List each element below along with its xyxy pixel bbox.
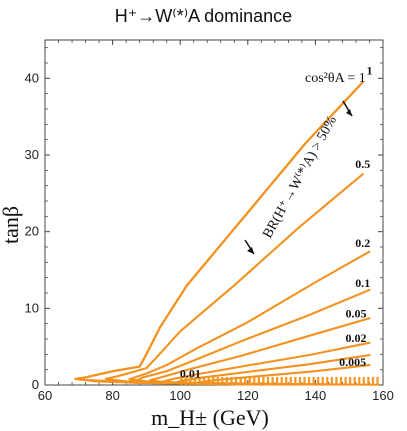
series-label-0-2: 0.2 — [355, 236, 370, 250]
dense-bottom-fill-118-90 — [244, 376, 247, 385]
y-tick-label-30: 30 — [25, 147, 39, 162]
dense-bottom-fill-128-35 — [276, 376, 279, 385]
dense-bottom-fill-100-00 — [180, 376, 183, 385]
dense-bottom-fill-104-05 — [193, 376, 197, 385]
dense-bottom-fill-149-95 — [349, 376, 352, 385]
dense-bottom-fill-148-60 — [344, 376, 347, 385]
x-tick-label-160: 160 — [372, 388, 394, 403]
x-tick-label-140: 140 — [305, 388, 327, 403]
dense-bottom-fill-135-10 — [298, 376, 302, 385]
dense-bottom-fill-136-45 — [303, 376, 306, 385]
series-label-1: 1 — [366, 64, 372, 78]
dense-bottom-fill-113-50 — [225, 376, 229, 385]
x-tick-label-100: 100 — [169, 388, 191, 403]
curves-group — [74, 81, 380, 386]
dense-bottom-fill-124-30 — [262, 376, 265, 385]
dense-bottom-fill-151-30 — [353, 376, 356, 385]
dense-bottom-fill-114-85 — [230, 376, 233, 385]
dense-bottom-fill-109-45 — [212, 376, 215, 385]
dense-bottom-fill-147-25 — [339, 376, 343, 385]
dense-bottom-fill-156-70 — [371, 376, 375, 385]
y-tick-label-20: 20 — [25, 224, 39, 239]
dense-bottom-fill-129-70 — [280, 376, 283, 385]
x-axis-label: m_H± (GeV) — [151, 405, 269, 430]
y-tick-label-10: 10 — [25, 300, 39, 315]
dense-bottom-fill-131-05 — [285, 376, 288, 385]
dense-bottom-fill-108-10 — [207, 376, 210, 385]
dense-bottom-fill-117-55 — [239, 376, 242, 385]
dense-bottom-fill-112-15 — [221, 376, 224, 385]
dense-bottom-fill-102-70 — [189, 376, 192, 385]
series-label-0-02: 0.02 — [345, 331, 366, 345]
series-label-0-01: 0.01 — [180, 366, 201, 380]
dense-bottom-fill-152-65 — [358, 376, 361, 385]
axes-group: 60 80 100 120 140 160 0 10 20 30 40 — [25, 40, 394, 403]
annotation-arrow-1 — [342, 100, 353, 117]
dense-bottom-fill-144-55 — [330, 376, 333, 385]
dense-bottom-fill-145-90 — [335, 376, 338, 385]
dense-bottom-fill-120-25 — [248, 376, 251, 385]
x-tick-label-60: 60 — [38, 388, 52, 403]
legend-note: cos²θA = 1 — [305, 71, 366, 86]
dense-bottom-fill-140-50 — [317, 376, 320, 385]
dense-bottom-fill-133-75 — [294, 376, 297, 385]
dense-bottom-fill-125-65 — [266, 376, 270, 385]
y-tick-label-40: 40 — [25, 70, 39, 85]
dense-bottom-fill-132-40 — [289, 376, 292, 385]
dense-bottom-fill-141-85 — [321, 376, 324, 385]
dense-bottom-fill-121-60 — [253, 376, 256, 385]
chart-title: H⁺→W⁽*⁾A dominance — [115, 6, 292, 26]
dense-bottom-fill-116-20 — [234, 376, 238, 385]
annotation-arrow-2 — [244, 239, 255, 255]
dense-bottom-fill-137-80 — [307, 376, 311, 385]
dense-bottom-fill-101-35 — [184, 376, 187, 385]
dense-bottom-fill-139-15 — [312, 376, 315, 385]
dense-bottom-fill-155-35 — [367, 376, 370, 385]
series-label-0-05: 0.05 — [345, 307, 366, 321]
x-tick-label-80: 80 — [105, 388, 119, 403]
y-axis-label: tanβ — [0, 206, 23, 244]
series-label-0-5: 0.5 — [355, 157, 370, 171]
dense-bottom-fill-105-40 — [198, 376, 201, 385]
x-tick-label-120: 120 — [237, 388, 259, 403]
lower-envelope-curve — [78, 378, 380, 386]
series-label-0-005: 0.005 — [339, 355, 366, 369]
dense-bottom-fill-143-20 — [326, 376, 329, 385]
dense-bottom-fill-158-05 — [376, 376, 379, 385]
dense-bottom-fill-110-80 — [216, 376, 219, 385]
dense-bottom-fill-127-00 — [271, 376, 274, 385]
dense-bottom-fill-106-75 — [203, 376, 206, 385]
series-label-0-1: 0.1 — [355, 276, 370, 290]
labels-group: 1 0.5 0.2 0.1 0.05 0.02 0.005 0.01 — [180, 64, 373, 381]
dense-bottom-fill-154-00 — [362, 376, 365, 385]
dense-bottom-fill-122-95 — [257, 376, 260, 385]
y-tick-label-0: 0 — [32, 377, 39, 392]
